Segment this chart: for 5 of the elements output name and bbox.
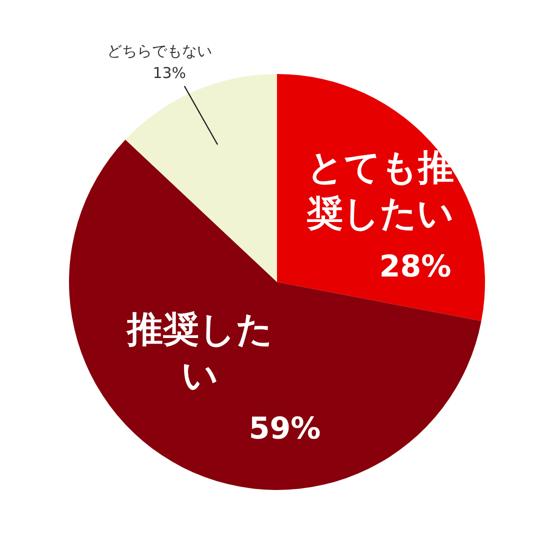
slice-label: 推奨したい [126, 309, 273, 396]
data-label: 59% [248, 411, 321, 446]
data-label: 13% [152, 64, 186, 82]
slice-label: どちらでもない [106, 42, 212, 60]
data-label: 28% [379, 250, 452, 285]
